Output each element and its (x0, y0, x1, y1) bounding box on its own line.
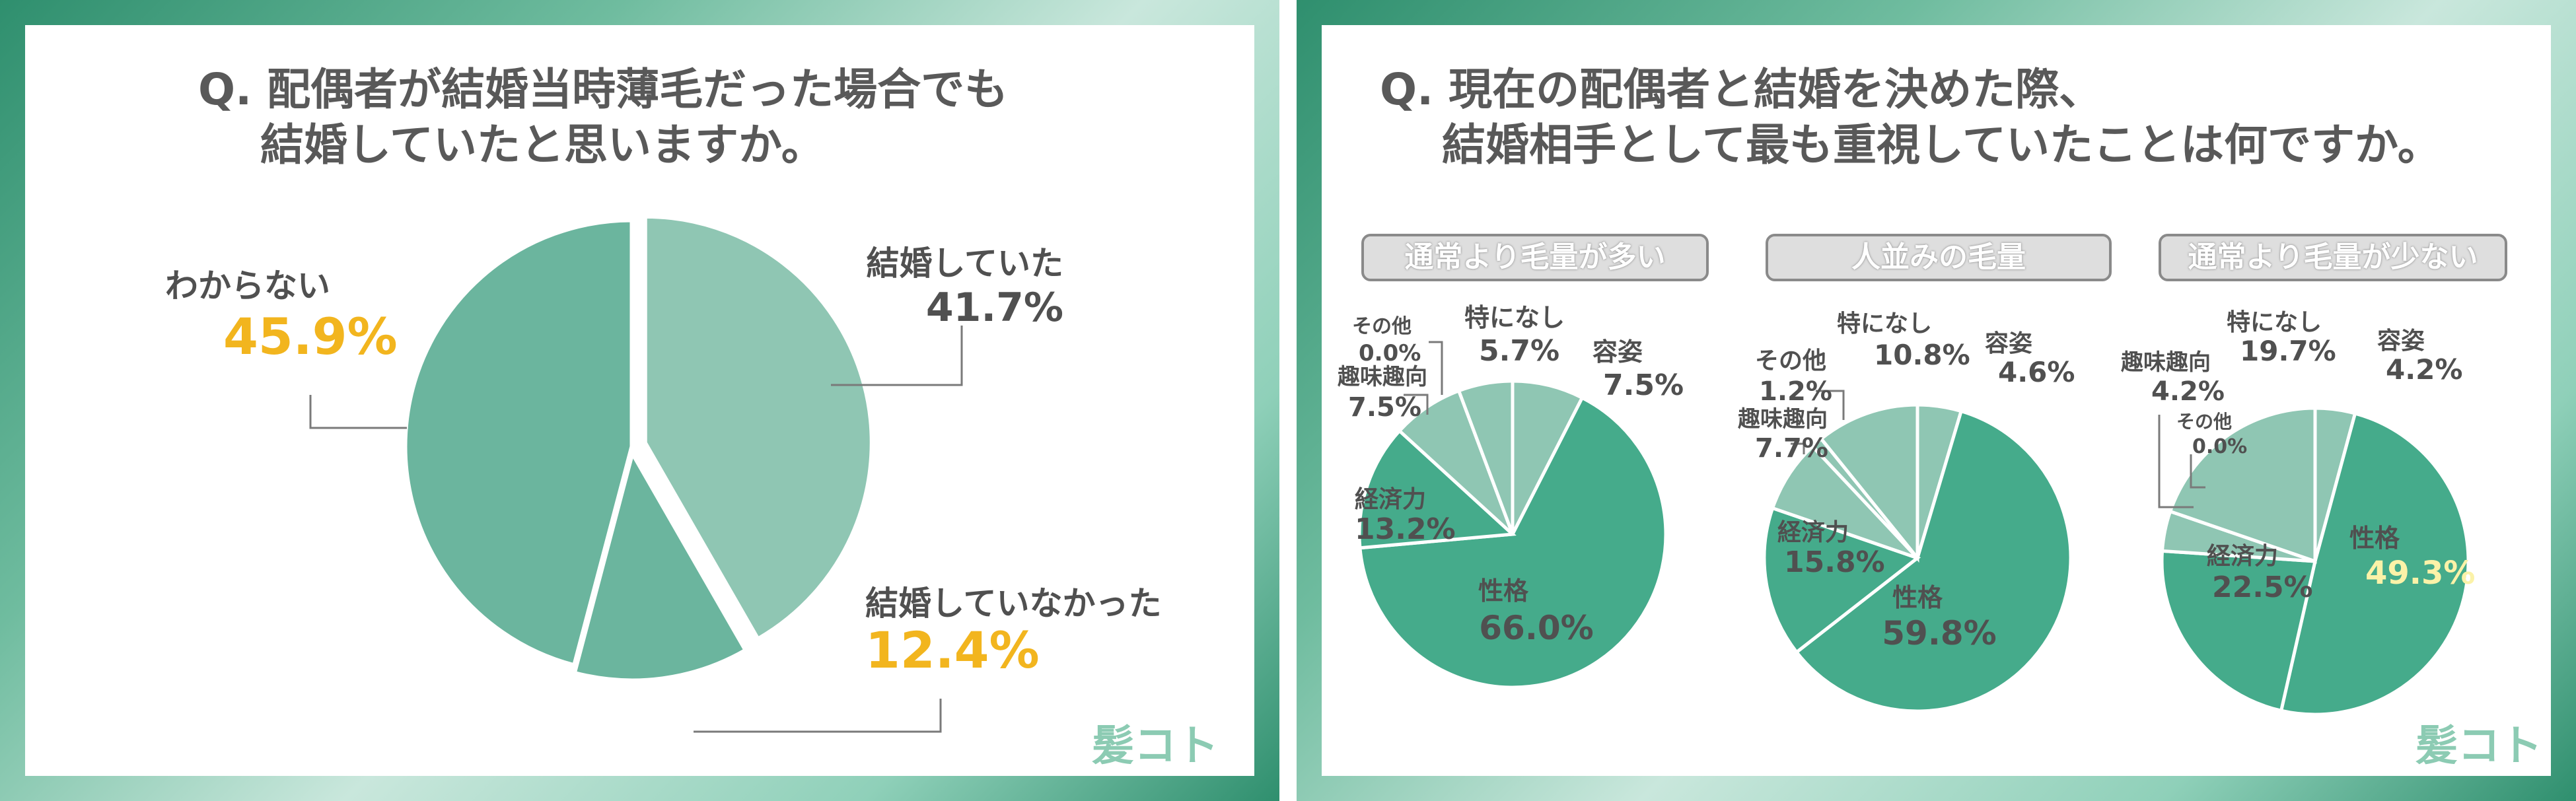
slice-value-personality: 49.3% (2365, 555, 2476, 592)
slice-label-income: 経済力 (1777, 519, 1849, 546)
panel-left-content: Q. 配偶者が結婚当時薄毛だった場合でも 結婚していたと思いますか。 結婚してい… (25, 25, 1254, 776)
slice-value-nothing: 5.7% (1479, 334, 1559, 368)
pie-title-less-hair: 通常より毛量が少ない (2159, 234, 2507, 281)
slice-value-income: 22.5% (2212, 571, 2313, 604)
slice-value-nothing: 19.7% (2240, 335, 2336, 367)
pie-less-hair: 容姿4.2%性格49.3%経済力22.5%趣味趣向4.2%その他0.0%特になし… (2121, 309, 2476, 716)
question-title-right-line2: 結婚相手として最も重視していたことは何ですか。 (1442, 120, 2441, 170)
slice-label-unknown: わからない (165, 267, 330, 305)
slice-label-nothing: 特になし (1464, 303, 1565, 332)
slice-label-other: その他 (1755, 347, 1826, 374)
pie-slice-personality (2279, 411, 2470, 716)
slice-value-personality: 59.8% (1882, 614, 1996, 652)
slice-label-personality: 性格 (1478, 576, 1529, 606)
pie-slice-income (1357, 428, 1517, 550)
slice-value-looks: 4.6% (1998, 356, 2075, 388)
panel-right-content: Q. 現在の配偶者と結婚を決めた際、 結婚相手として最も重視していたことは何です… (1322, 25, 2551, 776)
pie-title-average-hair: 人並みの毛量 (1766, 234, 2112, 281)
question-title-right: Q. 現在の配偶者と結婚を決めた際、 結婚相手として最も重視していたことは何です… (1380, 62, 2441, 173)
pie-slice-nothing (1456, 379, 1515, 535)
slice-label-other: その他 (1352, 315, 1412, 338)
leader-line-hobbies (1404, 394, 1429, 415)
pie-slice-personality (1358, 395, 1668, 689)
slice-label-income: 経済力 (2207, 543, 2278, 570)
pie-slice-unknown (404, 219, 633, 667)
slice-value-income: 13.2% (1355, 512, 1456, 546)
leader-line-other (2190, 454, 2205, 489)
pie-more-hair: 容姿7.5%性格66.0%経済力13.2%趣味趣向7.5%その他0.0%特になし… (1338, 303, 1684, 689)
slice-value-looks: 7.5% (1603, 368, 1684, 402)
slice-label-income: 経済力 (1355, 486, 1426, 513)
question-title-left-line2: 結婚していたと思いますか。 (260, 120, 825, 170)
slice-value-married: 41.7% (926, 285, 1063, 331)
leader-line-married (831, 326, 963, 386)
slice-label-looks: 容姿 (2377, 328, 2425, 355)
brand-logo-left: 髪コト (1092, 721, 1219, 771)
slice-label-looks: 容姿 (1985, 330, 2032, 357)
pie-slice-not-married (573, 450, 748, 682)
question-title-right-line1: Q. 現在の配偶者と結婚を決めた際、 (1380, 64, 2103, 115)
survey-panel-right: Q. 現在の配偶者と結婚を決めた際、 結婚相手として最も重視していたことは何です… (1297, 0, 2576, 801)
leader-line-hobbies (2158, 415, 2194, 508)
slice-label-personality: 性格 (2349, 524, 2400, 553)
slice-value-looks: 4.2% (2386, 353, 2462, 386)
slice-value-other: 1.2% (1759, 376, 1832, 407)
slice-value-hobbies: 7.7% (1755, 433, 1828, 464)
pie-slice-personality (1794, 409, 2073, 713)
leader-line-unknown (309, 395, 407, 429)
leader-line-other (1816, 390, 1845, 420)
slice-value-unknown: 45.9% (223, 307, 398, 366)
slice-label-not-married: 結婚していなかった (865, 584, 1162, 623)
slice-label-nothing: 特になし (2227, 309, 2322, 336)
pie-slice-nothing (2168, 406, 2317, 564)
slice-label-other: その他 (2176, 411, 2232, 433)
slice-value-personality: 66.0% (1479, 609, 1593, 647)
slice-label-looks: 容姿 (1592, 337, 1643, 366)
pie-slice-income (2160, 549, 2318, 713)
slice-label-hobbies: 趣味趣向 (1738, 406, 1828, 433)
leader-line-other (1429, 341, 1443, 395)
slice-label-hobbies: 趣味趣向 (2121, 349, 2211, 376)
slice-label-hobbies: 趣味趣向 (1338, 364, 1427, 390)
slice-value-hobbies: 7.5% (1348, 392, 1421, 423)
slice-value-not-married: 12.4% (865, 621, 1040, 679)
pie-charts-priority: 容姿7.5%性格66.0%経済力13.2%趣味趣向7.5%その他0.0%特になし… (1338, 303, 2476, 716)
slice-value-nothing: 10.8% (1874, 339, 1970, 371)
slice-value-other: 0.0% (1359, 340, 1421, 366)
pie-slice-nothing (1818, 403, 1919, 563)
leader-line-hobbies (1791, 442, 1805, 454)
question-title-left: Q. 配偶者が結婚当時薄毛だった場合でも 結婚していたと思いますか。 (198, 62, 1008, 173)
leader-line-not-married (694, 699, 942, 733)
brand-logo-right: 髪コト (2415, 721, 2542, 771)
slice-value-hobbies: 4.2% (2151, 376, 2225, 407)
survey-panel-left: Q. 配偶者が結婚当時薄毛だった場合でも 結婚していたと思いますか。 結婚してい… (0, 0, 1279, 801)
question-title-left-line1: Q. 配偶者が結婚当時薄毛だった場合でも (198, 64, 1009, 115)
pie-title-more-hair: 通常より毛量が多い (1361, 234, 1709, 281)
pie-slice-income (1762, 506, 1921, 655)
slice-value-income: 15.8% (1784, 545, 1885, 579)
slice-value-other: 0.0% (2192, 435, 2247, 458)
slice-label-nothing: 特になし (1837, 310, 1932, 337)
slice-label-married: 結婚していた (867, 244, 1064, 283)
slice-label-personality: 性格 (1892, 583, 1943, 612)
